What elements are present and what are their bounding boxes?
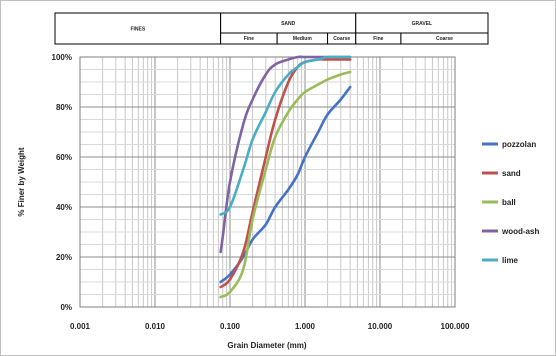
y-tick-label: 20% [56,253,72,262]
legend-label: pozzolan [502,140,536,149]
band-label: GRAVEL [412,21,432,27]
band-sublabel: Coarse [436,36,453,42]
x-tick-label: 0.100 [220,322,241,331]
y-tick-label: 0% [60,303,72,312]
y-tick-label: 80% [56,103,72,112]
band-subcell [400,32,489,45]
series-line-pozzolan [219,85,352,284]
axes: 0.001 0.010 0.100 1.000 10.000 100.000 0% 20% 40… [52,53,470,331]
gridlines [79,56,456,308]
x-tick-label: 10.000 [368,322,393,331]
legend-label: ball [502,198,516,207]
band-label: FINES [130,27,145,33]
x-axis-title: Grain Diameter (mm) [227,341,306,350]
legend: pozzolan sand ball wood-ash lime [482,140,539,265]
x-tick-label: 0.001 [70,322,91,331]
legend-label: wood-ash [501,227,539,236]
series-line-ball [219,70,352,299]
band-sublabel: Fine [244,36,254,42]
x-tick-label: 100.000 [441,322,470,331]
plot-border [79,56,456,308]
x-tick-label: 0.010 [145,322,166,331]
y-tick-label: 40% [56,203,72,212]
y-tick-label: 100% [52,53,72,62]
series-line-sand [219,58,352,289]
legend-label: lime [502,256,519,265]
band-cell [54,12,222,45]
series-line-wood-ash [219,55,352,254]
y-axis-title: % Finer by Weight [17,147,26,217]
classification-bands: FINES SAND Fine Medium Coarse GRAVEL Fine Coars… [54,12,489,45]
band-sublabel: Medium [293,36,312,42]
y-tick-label: 60% [56,153,72,162]
x-tick-label: 1.000 [295,322,316,331]
band-sublabel: Coarse [333,36,350,42]
band-label: SAND [281,21,296,27]
legend-label: sand [502,169,521,178]
band-sublabel: Fine [373,36,383,42]
series-line-lime [219,55,352,216]
series-lines [219,55,352,299]
